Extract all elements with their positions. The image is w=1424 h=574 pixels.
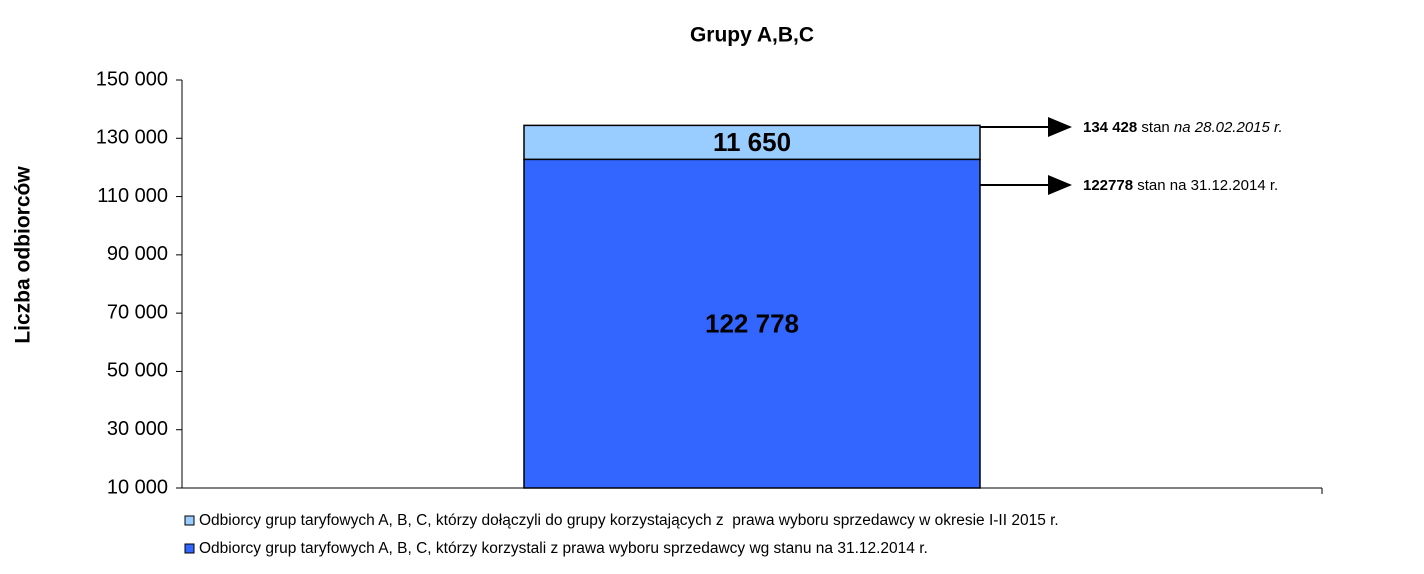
annotation: 122778 stan na 31.12.2014 r.	[1083, 177, 1278, 194]
data-label: 11 650	[713, 127, 791, 157]
annotation-text: stan	[1137, 119, 1174, 136]
chart-title: Grupy A,B,C	[690, 24, 814, 47]
legend-swatch	[184, 543, 195, 554]
bar-segment	[523, 124, 981, 161]
y-tick-label: 10 000	[107, 476, 168, 498]
legend-label: Odbiorcy grup taryfowych A, B, C, którzy…	[199, 540, 928, 557]
y-tick-label: 90 000	[107, 243, 168, 265]
bar-segment	[523, 158, 981, 489]
y-tick-label: 150 000	[96, 68, 168, 90]
annotation-text: stan na 31.12.2014 r.	[1133, 177, 1278, 194]
y-tick-label: 30 000	[107, 418, 168, 440]
annotation-bold: 134 428	[1083, 119, 1137, 136]
legend-label: Odbiorcy grup taryfowych A, B, C, którzy…	[199, 512, 1059, 529]
annotation: 134 428 stan na 28.02.2015 r.	[1083, 119, 1283, 136]
y-tick-label: 70 000	[107, 301, 168, 323]
y-tick-label: 50 000	[107, 360, 168, 382]
y-axis-label: Liczba odbiorców	[12, 166, 35, 344]
data-label: 122 778	[705, 309, 799, 339]
y-tick-label: 130 000	[96, 127, 168, 149]
legend-swatch	[184, 515, 195, 526]
y-tick-label: 110 000	[97, 185, 168, 207]
annotation-bold: 122778	[1083, 177, 1133, 194]
annotation-italic: na 28.02.2015 r.	[1174, 119, 1283, 136]
